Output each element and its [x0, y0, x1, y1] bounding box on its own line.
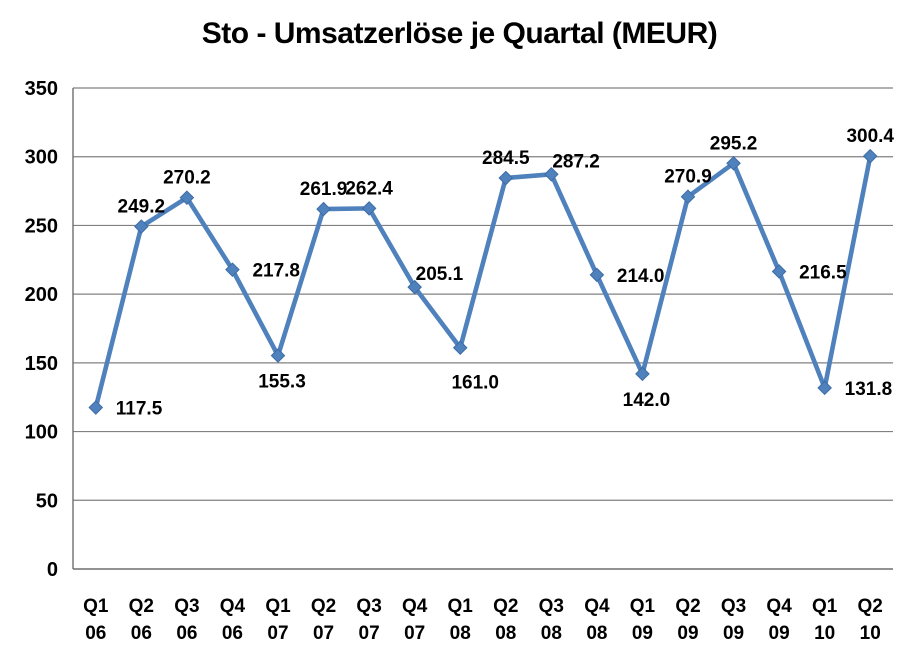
x-tick-label-year: 06 — [131, 623, 152, 644]
x-tick-label-quarter: Q1 — [448, 596, 474, 617]
x-tick-label-quarter: Q1 — [265, 596, 291, 617]
x-tick-label-quarter: Q4 — [584, 596, 610, 617]
data-label: 155.3 — [258, 372, 306, 393]
data-label: 217.8 — [252, 261, 300, 282]
x-tick-label-year: 07 — [404, 623, 425, 644]
x-tick-label-quarter: Q4 — [220, 596, 246, 617]
data-point-marker — [225, 262, 240, 277]
data-label: 270.9 — [664, 167, 712, 188]
x-tick-label-year: 07 — [359, 623, 380, 644]
data-point-marker — [88, 400, 104, 415]
x-tick-label-quarter: Q1 — [812, 596, 838, 617]
data-point-marker — [817, 380, 832, 396]
data-label: 216.5 — [799, 262, 847, 283]
y-tick-label: 300 — [25, 147, 58, 169]
data-point-marker — [862, 148, 878, 164]
data-label: 284.5 — [482, 148, 530, 169]
x-tick-label-year: 07 — [267, 623, 288, 644]
data-point-marker — [452, 340, 468, 356]
x-tick-label-quarter: Q3 — [356, 596, 381, 617]
x-tick-label-quarter: Q2 — [858, 596, 883, 617]
data-point-marker — [589, 267, 605, 283]
x-tick-label-quarter: Q3 — [174, 596, 199, 617]
data-point-marker — [726, 156, 741, 171]
y-tick-label: 100 — [25, 422, 58, 444]
x-tick-label-year: 10 — [860, 623, 881, 644]
x-tick-label-year: 09 — [723, 623, 744, 644]
x-tick-label-quarter: Q4 — [766, 596, 792, 617]
x-tick-label-year: 06 — [222, 623, 243, 644]
data-label: 214.0 — [617, 266, 665, 287]
x-tick-label-year: 08 — [450, 623, 471, 644]
x-tick-label-quarter: Q2 — [493, 596, 518, 617]
x-tick-label-year: 06 — [176, 623, 197, 644]
data-point-marker — [680, 189, 696, 205]
x-tick-label-quarter: Q3 — [539, 596, 564, 617]
y-tick-label: 350 — [25, 78, 58, 100]
data-label: 205.1 — [416, 264, 464, 285]
x-tick-label-year: 09 — [632, 623, 653, 644]
x-tick-label-year: 08 — [495, 623, 516, 644]
y-tick-label: 50 — [36, 490, 58, 512]
data-point-marker — [498, 170, 514, 186]
y-tick-label: 250 — [25, 215, 58, 237]
data-label: 131.8 — [845, 379, 893, 400]
y-tick-label: 200 — [25, 284, 58, 306]
data-point-marker — [544, 166, 559, 182]
y-tick-label: 150 — [25, 353, 58, 375]
data-label: 300.4 — [846, 126, 894, 147]
data-point-marker — [361, 201, 377, 216]
x-tick-label-year: 07 — [313, 623, 334, 644]
series-line — [93, 153, 873, 410]
data-label: 249.2 — [118, 197, 166, 218]
data-label: 117.5 — [116, 399, 163, 420]
x-tick-label-year: 08 — [586, 623, 607, 644]
x-tick-label-quarter: Q2 — [675, 596, 700, 617]
x-tick-label-year: 09 — [769, 623, 790, 644]
x-tick-label-quarter: Q4 — [402, 596, 428, 617]
x-tick-label-year: 08 — [541, 623, 562, 644]
x-tick-label-year: 06 — [85, 623, 106, 644]
x-tick-label-year: 09 — [677, 623, 698, 644]
data-label: 261.9 — [300, 179, 348, 200]
y-tick-label: 0 — [47, 559, 58, 581]
data-label: 287.2 — [552, 151, 600, 172]
data-point-marker — [134, 219, 149, 234]
data-point-marker — [407, 279, 422, 295]
data-point-marker — [179, 190, 195, 205]
data-point-marker — [771, 264, 787, 279]
data-label: 161.0 — [451, 373, 499, 394]
x-tick-label-quarter: Q1 — [630, 596, 656, 617]
data-label: 262.4 — [345, 178, 393, 199]
x-tick-label-quarter: Q2 — [129, 596, 154, 617]
data-point-marker — [635, 366, 650, 382]
data-label: 295.2 — [710, 133, 758, 154]
data-label: 270.2 — [163, 168, 211, 189]
data-point-marker — [316, 201, 331, 217]
data-point-marker — [270, 348, 286, 363]
x-tick-label-quarter: Q3 — [721, 596, 746, 617]
chart-title: Sto - Umsatzerlöse je Quartal (MEUR) — [201, 17, 718, 50]
x-tick-label-year: 10 — [814, 623, 835, 644]
x-tick-label-quarter: Q2 — [311, 596, 336, 617]
data-label: 142.0 — [623, 390, 671, 411]
x-tick-label-quarter: Q1 — [83, 596, 109, 617]
